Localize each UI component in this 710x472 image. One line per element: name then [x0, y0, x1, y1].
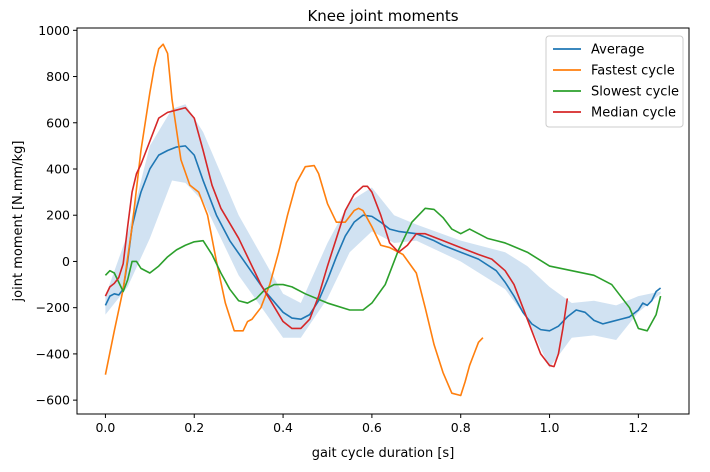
legend-label-median-cycle: Median cycle — [591, 106, 676, 121]
y-tick-label: 600 — [46, 115, 70, 130]
x-tick-label: 0.2 — [184, 420, 204, 435]
chart-title: Knee joint moments — [307, 7, 458, 25]
series-line-fastest-cycle — [104, 43, 484, 397]
legend-box — [545, 35, 684, 128]
x-tick-label: 1.2 — [628, 420, 648, 435]
plot-area — [104, 43, 662, 397]
series-line-slowest-cycle — [104, 207, 662, 332]
y-tick-label: −600 — [36, 393, 70, 408]
axes: 0.0 0.2 0.4 0.6 0.8 1.0 1.2 −600 −400 −200 0 200 400… — [36, 23, 649, 435]
series-line-average — [104, 145, 662, 332]
legend-label-average: Average — [591, 43, 644, 58]
y-tick-label: 0 — [62, 254, 70, 269]
y-tick-label: −200 — [36, 300, 70, 315]
x-tick-label: 0.8 — [451, 420, 471, 435]
series-line-median-cycle — [104, 106, 569, 368]
legend-label-slowest-cycle: Slowest cycle — [591, 85, 679, 100]
axes-frame — [76, 27, 690, 415]
y-tick-label: 400 — [46, 161, 70, 176]
y-tick-label: 800 — [46, 69, 70, 84]
legend: Average Fastest cycle Slowest cycle Median … — [545, 35, 684, 128]
y-axis-label: joint moment [N.mm/kg] — [11, 141, 26, 303]
x-tick-label: 0.4 — [273, 420, 293, 435]
y-tick-label: 1000 — [38, 23, 70, 38]
y-tick-label: −400 — [36, 346, 70, 361]
x-tick-label: 1.0 — [540, 420, 560, 435]
y-tick-label: 200 — [46, 208, 70, 223]
x-axis-label: gait cycle duration [s] — [312, 446, 455, 461]
average-spread-band — [105, 104, 661, 368]
x-tick-label: 0.6 — [362, 420, 382, 435]
legend-label-fastest-cycle: Fastest cycle — [591, 64, 675, 79]
x-tick-label: 0.0 — [95, 420, 115, 435]
